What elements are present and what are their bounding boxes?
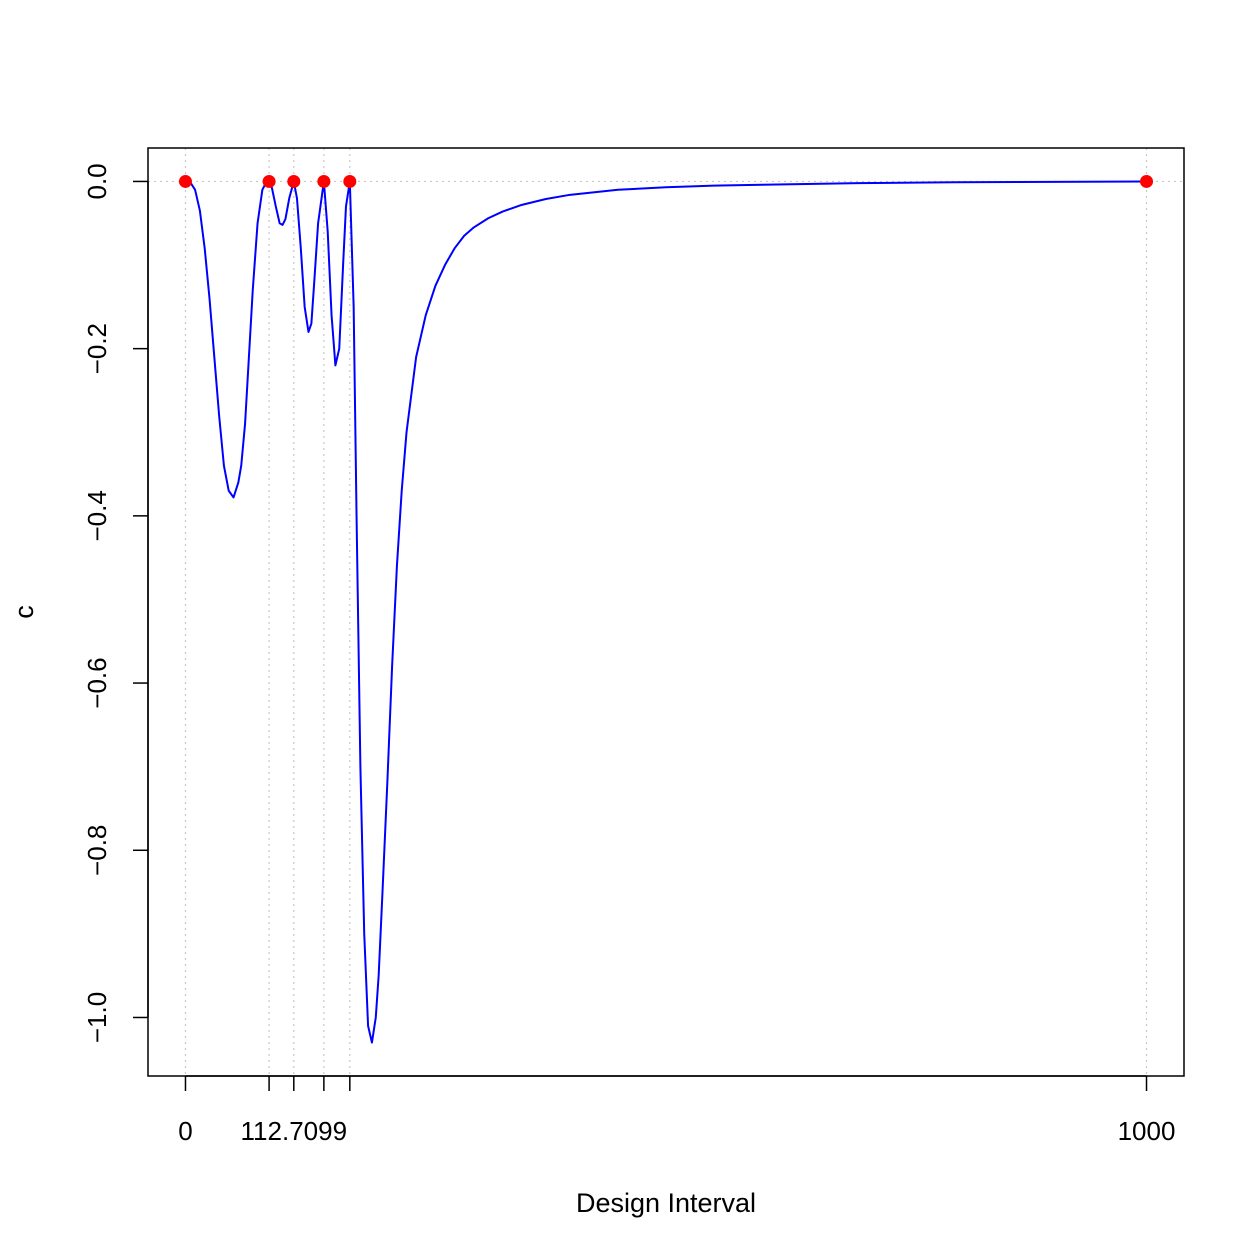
y-axis: 0.0 −0.2 −0.4 −0.6 −0.8 −1.0 [82,163,149,1043]
series-line-0 [185,180,1147,1044]
y-tick-label-1: −0.2 [82,323,112,374]
y-tick-label-4: −0.8 [82,825,112,876]
x-tick-label-2: 112.7099 [241,1116,348,1146]
points-layer [178,174,1154,188]
x-axis: 0 112.7099 1000 [178,1075,1176,1146]
series-layer [185,180,1147,1044]
data-point-0 [178,174,192,188]
y-axis-title: c [9,605,39,619]
x-tick-label-5: 1000 [1118,1116,1176,1146]
y-tick-label-5: −1.0 [82,992,112,1043]
y-tick-label-0: 0.0 [82,163,112,199]
x-axis-title: Design Interval [576,1188,756,1218]
y-tick-label-3: −0.6 [82,657,112,708]
data-point-2 [287,174,301,188]
grid-lines [148,148,1184,1076]
data-point-3 [317,174,331,188]
data-point-1 [262,174,276,188]
data-point-5 [1140,174,1154,188]
y-tick-label-2: −0.4 [82,490,112,541]
x-tick-label-0: 0 [178,1116,192,1146]
data-point-4 [343,174,357,188]
